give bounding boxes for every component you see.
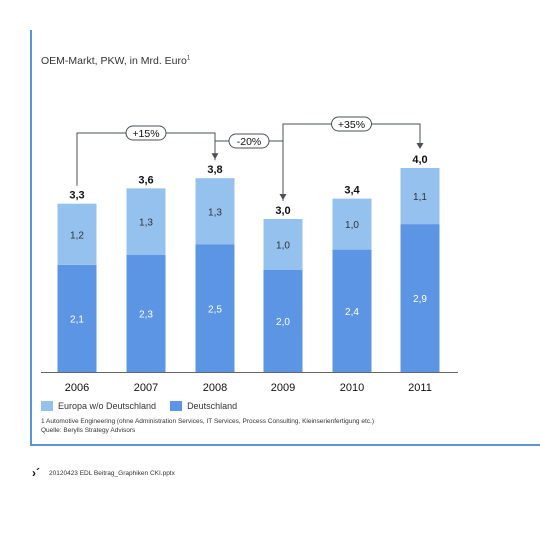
bar-deutschland	[126, 254, 166, 372]
data-label-deutschland: 2,9	[413, 294, 427, 305]
data-label-total: 3,0	[275, 205, 290, 217]
bar-europa	[332, 198, 372, 250]
bar-deutschland	[332, 249, 372, 372]
growth-badge-label: +15%	[132, 128, 159, 140]
legend-label-europa: Europa w/o Deutschland	[58, 401, 157, 411]
data-label-total: 3,8	[207, 164, 222, 176]
data-label-total: 3,6	[138, 174, 153, 186]
growth-badge	[331, 116, 372, 132]
x-tick-label: 2006	[65, 382, 89, 394]
data-label-deutschland: 2,3	[139, 309, 153, 320]
data-label-deutschland: 2,4	[345, 307, 359, 318]
growth-badge-label: -20%	[237, 136, 262, 148]
footnote: 1 Automotive Engineering (ohne Administr…	[41, 417, 374, 435]
frame-bottom-border	[30, 444, 540, 446]
brand-mark-icon: ›´	[32, 466, 40, 480]
footnote-source: Quelle: Berylls Strategy Advisors	[41, 427, 136, 434]
footer-filename: 20120423 EDL Beitrag_Graphiken CKI.pptx	[49, 469, 175, 477]
data-label-deutschland: 2,5	[208, 304, 222, 315]
bar-deutschland	[263, 270, 303, 372]
x-tick-label: 2010	[340, 382, 364, 394]
legend-label-deutschland: Deutschland	[187, 401, 238, 411]
data-label-europa: 1,1	[413, 192, 427, 203]
data-label-deutschland: 2,1	[70, 314, 84, 325]
footnote-definition: 1 Automotive Engineering (ohne Administr…	[41, 418, 374, 425]
chart-legend: Europa w/o Deutschland Deutschland	[41, 401, 251, 411]
x-tick-label: 2011	[408, 382, 432, 394]
data-label-europa: 1,0	[345, 220, 359, 231]
legend-item-europa: Europa w/o Deutschland	[41, 401, 156, 411]
bar-europa	[57, 203, 97, 265]
bar-deutschland	[57, 264, 97, 372]
bar-europa	[400, 168, 440, 225]
data-label-europa: 1,3	[208, 207, 222, 218]
chart-title-footnote-mark: 1	[186, 55, 191, 62]
legend-swatch-europa	[41, 401, 53, 411]
data-label-europa: 1,2	[70, 230, 84, 241]
growth-badge	[125, 125, 167, 141]
bar-deutschland	[195, 244, 235, 372]
x-tick-label: 2008	[203, 382, 227, 394]
footer: ›´ 20120423 EDL Beitrag_Graphiken CKI.pp…	[32, 466, 175, 480]
bar-europa	[263, 219, 303, 270]
bar-deutschland	[400, 224, 440, 372]
data-label-europa: 1,0	[276, 241, 290, 252]
x-tick-label: 2007	[134, 382, 158, 394]
bar-europa	[126, 188, 166, 255]
data-label-deutschland: 2,0	[276, 317, 290, 328]
bar-europa	[195, 178, 235, 245]
legend-item-deutschland: Deutschland	[170, 401, 237, 411]
data-label-europa: 1,3	[139, 218, 153, 229]
data-label-total: 4,0	[412, 154, 427, 166]
growth-badge	[228, 133, 270, 149]
data-label-total: 3,3	[69, 190, 84, 202]
growth-badge-label: +35%	[338, 119, 365, 131]
growth-arrowhead	[416, 143, 424, 149]
legend-swatch-deutschland	[170, 401, 183, 411]
data-label-total: 3,4	[344, 185, 360, 197]
x-tick-label: 2009	[271, 382, 295, 394]
chart-title-text: OEM-Markt, PKW, in Mrd. Euro	[41, 55, 187, 67]
chart-title: OEM-Markt, PKW, in Mrd. Euro1	[41, 55, 190, 67]
frame-left-border	[30, 30, 32, 446]
